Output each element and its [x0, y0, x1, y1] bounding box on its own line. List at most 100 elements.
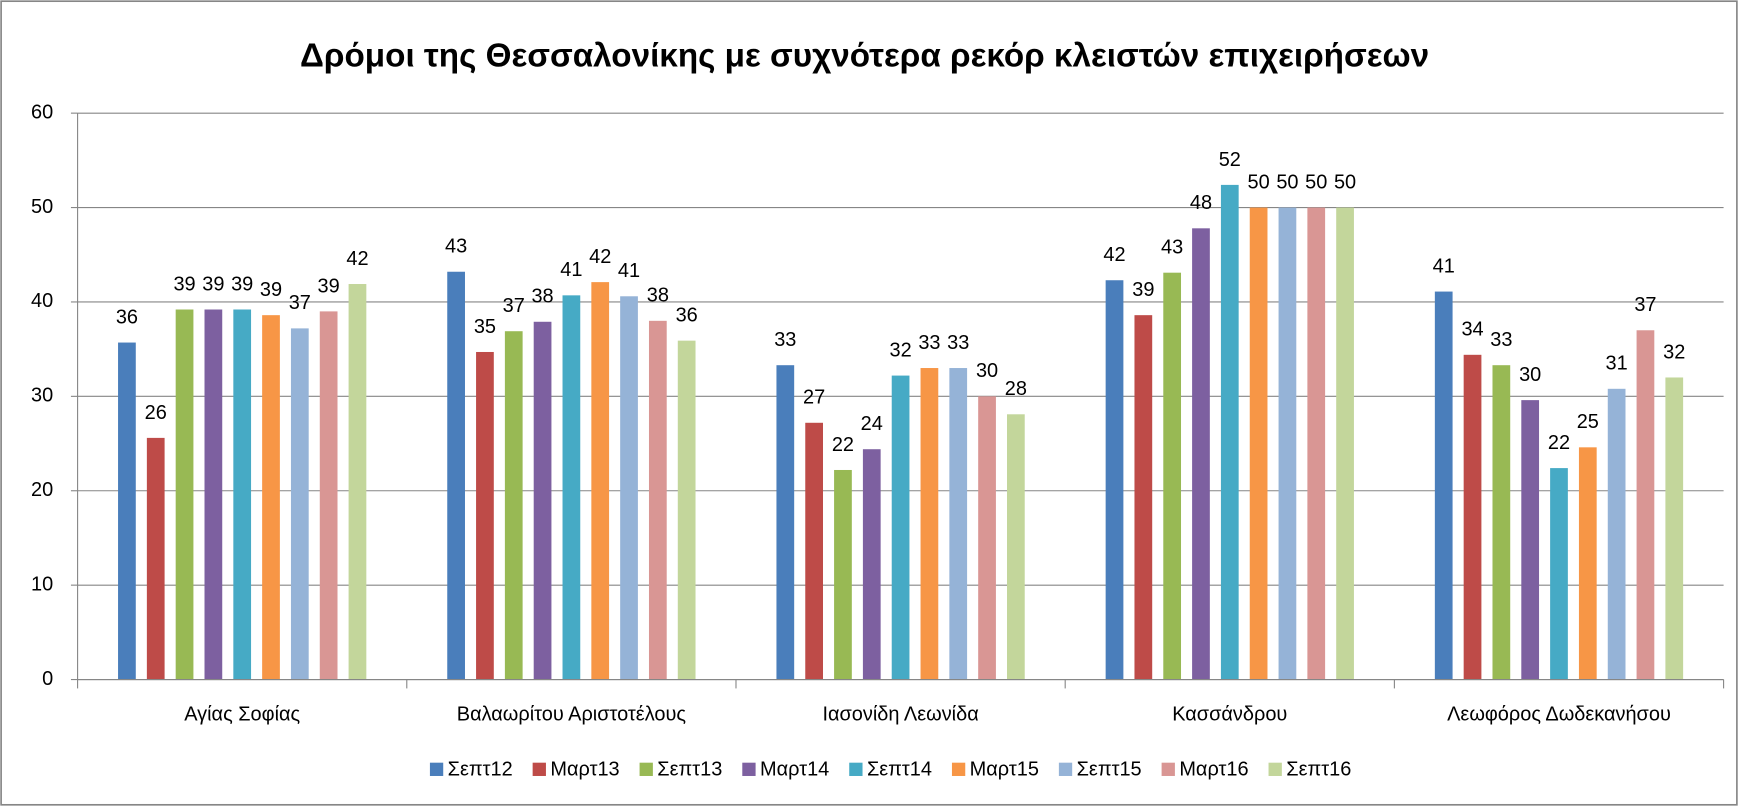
bar: [648, 320, 667, 680]
value-label: 22: [1548, 432, 1570, 454]
value-label: 32: [1663, 341, 1685, 363]
value-label: 50: [1276, 171, 1298, 193]
value-label: 39: [173, 273, 195, 295]
value-label: 52: [1219, 149, 1241, 171]
bar: [504, 331, 523, 680]
bar: [1249, 207, 1268, 680]
legend-swatch: [639, 762, 653, 776]
legend-label: Μαρτ15: [970, 759, 1039, 781]
bar: [1105, 280, 1124, 680]
value-label: 37: [1634, 294, 1656, 316]
bar: [476, 351, 494, 680]
legend-swatch: [1161, 762, 1175, 776]
bar: [834, 469, 852, 680]
y-tick-label: 50: [31, 196, 53, 218]
value-label: 26: [145, 402, 167, 424]
bar: [1607, 388, 1626, 680]
legend-label: Μαρτ13: [550, 759, 619, 781]
x-tick-label: Κασσάνδρου: [1172, 703, 1287, 725]
bar: [1665, 377, 1684, 680]
bar: [319, 311, 338, 680]
value-label: 30: [976, 360, 998, 382]
y-tick-label: 20: [31, 479, 53, 501]
value-label: 25: [1577, 411, 1599, 433]
value-label: 33: [947, 332, 969, 354]
y-tick-label: 40: [31, 290, 53, 312]
bar: [233, 309, 252, 680]
bar: [1550, 468, 1568, 680]
x-tick-label: Λεωφόρος Δωδεκανήσου: [1447, 703, 1671, 725]
bar: [175, 309, 194, 680]
value-label: 42: [589, 246, 611, 268]
legend-label: Μαρτ16: [1179, 759, 1248, 781]
value-label: 28: [1005, 378, 1027, 400]
bar: [620, 296, 638, 680]
bar: [1578, 447, 1597, 680]
value-label: 22: [832, 434, 854, 456]
bar: [677, 340, 696, 680]
bar: [1636, 330, 1655, 680]
value-label: 30: [1519, 364, 1541, 386]
value-label: 39: [1132, 279, 1154, 301]
bar: [1434, 291, 1453, 680]
legend-label: Σεπτ16: [1286, 759, 1351, 781]
value-label: 41: [560, 259, 582, 281]
value-label: 39: [202, 273, 224, 295]
y-tick-label: 30: [31, 385, 53, 407]
bar: [118, 342, 136, 680]
y-tick-label: 0: [42, 668, 53, 690]
value-label: 38: [531, 286, 553, 308]
legend-swatch: [532, 762, 546, 776]
bar: [290, 328, 309, 680]
x-tick-label: Ιασονίδη Λεωνίδα: [822, 703, 978, 725]
value-label: 50: [1334, 171, 1356, 193]
bar: [1278, 207, 1297, 680]
bar: [805, 422, 824, 680]
bar: [1307, 207, 1326, 680]
legend-label: Σεπτ13: [657, 759, 722, 781]
value-label: 41: [1433, 255, 1455, 277]
value-label: 33: [1490, 329, 1512, 351]
value-label: 39: [318, 275, 340, 297]
bar: [949, 368, 968, 680]
value-label: 27: [803, 387, 825, 409]
value-label: 43: [445, 236, 467, 258]
bar: [533, 321, 552, 680]
value-label: 35: [474, 316, 496, 338]
value-label: 32: [889, 339, 911, 361]
legend-swatch: [849, 762, 863, 776]
legend-label: Σεπτ14: [867, 759, 932, 781]
legend-swatch: [429, 762, 444, 776]
bar: [1192, 228, 1210, 680]
y-tick-label: 60: [31, 101, 53, 123]
value-label: 42: [1103, 244, 1125, 266]
value-label: 39: [231, 273, 253, 295]
value-label: 38: [647, 285, 669, 307]
bar: [1521, 400, 1540, 680]
bar: [1220, 184, 1239, 680]
x-tick-label: Βαλαωρίτου Αριστοτέλους: [457, 703, 686, 725]
bar: [1006, 414, 1025, 680]
bar: [262, 315, 280, 680]
bar: [1163, 272, 1182, 680]
value-label: 24: [861, 413, 883, 435]
legend-swatch: [742, 762, 756, 776]
value-label: 33: [918, 332, 940, 354]
bar: [591, 282, 610, 680]
bar: [1463, 354, 1482, 680]
bar: [348, 284, 367, 680]
bar: [1492, 365, 1511, 680]
value-label: 41: [618, 260, 640, 282]
bar: [978, 396, 996, 680]
bar: [562, 295, 581, 680]
x-tick-label: Αγίας Σοφίας: [184, 703, 300, 725]
value-label: 39: [260, 279, 282, 301]
bar: [862, 449, 881, 680]
legend-swatch: [1268, 762, 1282, 776]
value-label: 36: [676, 305, 698, 327]
y-tick-label: 10: [31, 573, 53, 595]
value-label: 48: [1190, 192, 1212, 214]
chart-title: Δρόμοι της Θεσσαλονίκης με συχνότερα ρεκ…: [300, 38, 1429, 75]
bar: [920, 368, 939, 680]
value-label: 34: [1461, 319, 1483, 341]
